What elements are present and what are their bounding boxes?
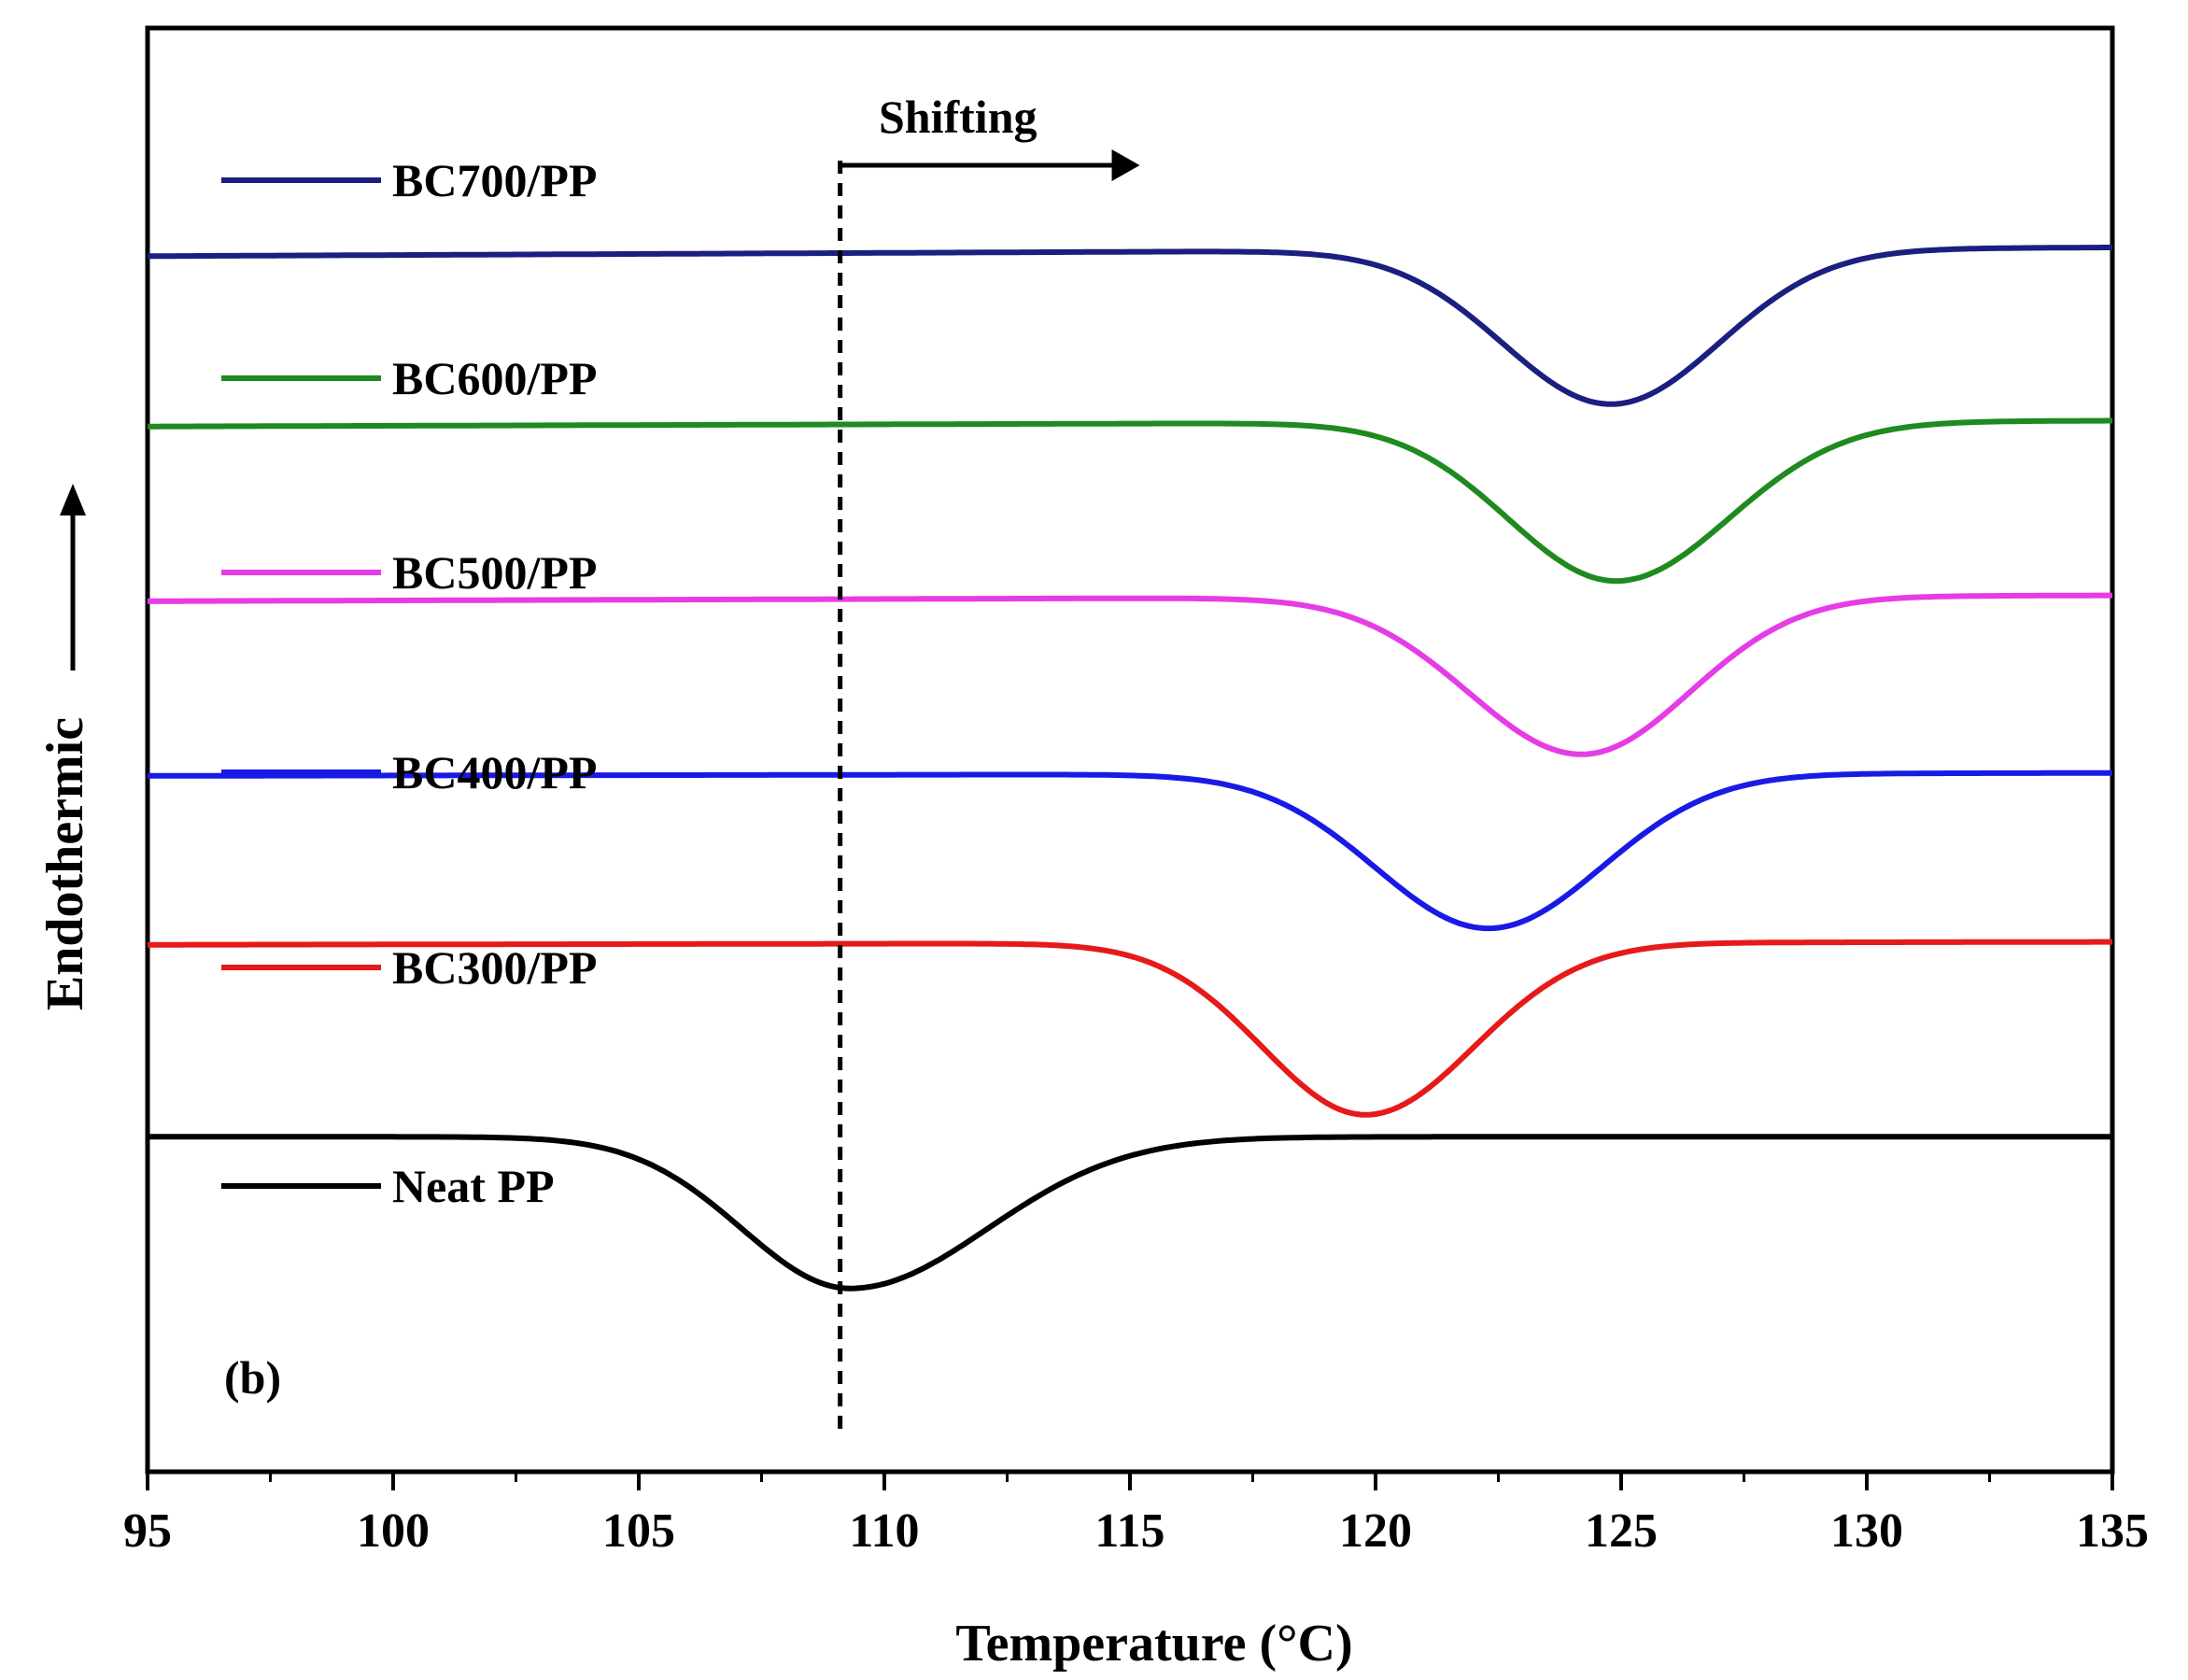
- y-axis-arrow-head: [60, 484, 86, 515]
- x-tick-label-130: 130: [1830, 1504, 1903, 1558]
- y-axis-label: Endothermic: [36, 717, 94, 1010]
- series-line-bc700-pp: [147, 245, 2112, 407]
- series-line-neat-pp: [148, 1134, 2112, 1292]
- legend-label-bc500-pp: BC500/PP: [392, 546, 597, 599]
- x-tick-label-120: 120: [1339, 1504, 1412, 1558]
- x-tick-label-110: 110: [849, 1504, 919, 1558]
- shifting-annotation: Shifting: [879, 91, 1038, 143]
- x-tick-label-125: 125: [1585, 1504, 1658, 1558]
- x-axis-label: Temperature (°C): [955, 1615, 1352, 1673]
- x-tick-label-95: 95: [123, 1504, 172, 1558]
- x-tick-label-135: 135: [2076, 1504, 2149, 1558]
- series-line-bc300-pp: [148, 939, 2112, 1118]
- panel-label: (b): [224, 1351, 281, 1404]
- legend-label-bc700-pp: BC700/PP: [392, 154, 597, 206]
- x-tick-label-100: 100: [357, 1504, 430, 1558]
- legend-label-bc600-pp: BC600/PP: [392, 352, 597, 404]
- shift-arrow-head: [1111, 149, 1140, 181]
- series-line-bc400-pp: [148, 769, 2112, 932]
- legend-label-neat-pp: Neat PP: [392, 1160, 555, 1212]
- chart-marks: [147, 149, 2112, 1431]
- legend-label-bc300-pp: BC300/PP: [392, 941, 597, 994]
- x-axis-ticks: 95 100 105 110 115 120 125 130 135: [123, 1472, 2149, 1558]
- legend: BC700/PP BC600/PP BC500/PP BC400/PP BC300/PP…: [60, 154, 597, 1212]
- series-line-bc500-pp: [147, 592, 2112, 757]
- legend-label-bc400-pp: BC400/PP: [392, 746, 597, 798]
- series-line-bc600-pp: [148, 417, 2112, 585]
- x-tick-label-105: 105: [602, 1504, 675, 1558]
- x-tick-label-115: 115: [1094, 1504, 1165, 1558]
